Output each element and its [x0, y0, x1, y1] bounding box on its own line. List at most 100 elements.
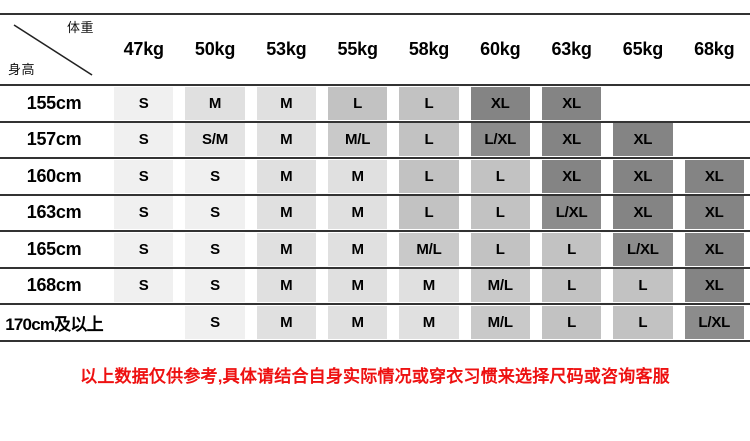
weight-column-header: 53kg — [250, 13, 322, 86]
size-value: S — [114, 159, 174, 193]
size-value: XL — [541, 123, 602, 157]
size-value — [613, 87, 672, 120]
size-cell: L — [607, 304, 679, 342]
disclaimer-note: 以上数据仅供参考,具体请结合自身实际情况或穿衣习惯来选择尺码或咨询客服 — [80, 367, 670, 386]
size-value: S — [185, 196, 245, 230]
size-value: XL — [684, 159, 744, 193]
weight-column-header: 55kg — [321, 13, 394, 86]
size-value: L — [399, 86, 459, 120]
size-value: M — [256, 196, 316, 230]
size-cell: XL — [535, 85, 608, 123]
size-cell: S — [179, 158, 251, 196]
size-cell: M/L — [393, 231, 465, 269]
size-value: L — [613, 305, 673, 339]
size-value: M/L — [470, 269, 530, 303]
size-cell: M — [393, 267, 465, 305]
size-cell: M — [179, 85, 251, 123]
size-cell: XL — [535, 158, 608, 196]
table-row: 155cm S M M L L XL XL — [0, 85, 750, 123]
size-cell: L — [607, 267, 679, 305]
size-value: M — [327, 196, 388, 230]
size-cell: S — [179, 267, 251, 305]
size-cell: S — [108, 85, 180, 123]
size-cell: M — [321, 194, 394, 232]
size-value: XL — [684, 196, 744, 230]
size-value: L — [327, 86, 388, 120]
weight-column-header: 68kg — [678, 13, 750, 86]
height-label-cell: 155cm — [0, 85, 109, 123]
size-value: S — [185, 305, 245, 339]
size-cell: S/M — [179, 121, 251, 159]
size-value: L/XL — [684, 305, 744, 339]
corner-height-label: 身高 — [8, 62, 36, 77]
size-cell: S — [108, 121, 180, 159]
size-cell: XL — [464, 85, 536, 123]
size-value: L/XL — [613, 232, 673, 266]
size-value: M — [185, 86, 245, 120]
size-cell: M — [250, 231, 322, 269]
size-cell: M — [250, 194, 322, 232]
height-label-cell: 163cm — [0, 194, 109, 232]
size-value: M — [327, 232, 388, 266]
size-cell: S — [108, 158, 180, 196]
size-cell: S — [108, 231, 180, 269]
size-value: L — [470, 196, 530, 230]
size-cell-empty — [678, 85, 750, 123]
weight-column-header: 65kg — [607, 13, 679, 86]
size-value: S — [114, 232, 174, 266]
size-value: M/L — [399, 232, 459, 266]
diagonal-divider-icon — [13, 24, 93, 76]
size-chart-table: 体重 身高 47kg 50kg 53kg 55kg 58kg 60kg 63kg… — [0, 13, 750, 342]
size-value: M — [256, 86, 316, 120]
size-cell: S — [179, 231, 251, 269]
size-cell: L — [393, 158, 465, 196]
size-value: XL — [613, 123, 673, 157]
size-value: L — [399, 123, 459, 157]
size-value: XL — [684, 269, 744, 303]
size-cell: XL — [678, 267, 750, 305]
table-body: 155cm S M M L L XL XL 157cm S S/M M M/L L L/XL XL XL 160c… — [0, 85, 750, 342]
height-label-cell: 157cm — [0, 121, 109, 159]
table-row: 160cm S S M M L L XL XL XL — [0, 158, 750, 196]
size-cell: XL — [678, 158, 750, 196]
size-cell: M — [250, 267, 322, 305]
size-cell: L — [464, 194, 536, 232]
size-cell: M — [250, 158, 322, 196]
size-cell: L/XL — [464, 121, 536, 159]
size-value: L — [399, 159, 459, 193]
weight-column-header: 60kg — [464, 13, 536, 86]
size-value: M — [327, 159, 388, 193]
size-cell: L/XL — [535, 194, 608, 232]
size-cell: L — [393, 194, 465, 232]
size-cell: M/L — [464, 304, 536, 342]
size-value — [114, 306, 173, 339]
size-cell: L — [464, 231, 536, 269]
corner-header-cell: 体重 身高 — [0, 13, 109, 86]
size-value: L — [470, 232, 530, 266]
size-value: S — [185, 232, 245, 266]
size-value: M/L — [327, 123, 388, 157]
table-row: 163cm S S M M L L L/XL XL XL — [0, 194, 750, 232]
size-cell: M — [321, 267, 394, 305]
size-cell: M — [321, 158, 394, 196]
size-cell: S — [108, 194, 180, 232]
size-value: XL — [684, 232, 744, 266]
size-value: M — [256, 123, 316, 157]
size-value: XL — [541, 159, 602, 193]
size-value: S — [114, 196, 174, 230]
size-cell: L — [464, 158, 536, 196]
size-cell-empty — [678, 121, 750, 159]
size-value: L — [613, 269, 673, 303]
size-value: S — [185, 269, 245, 303]
size-value: M — [327, 305, 388, 339]
size-value: M — [256, 159, 316, 193]
size-cell: S — [179, 304, 251, 342]
weight-column-header: 50kg — [179, 13, 251, 86]
table-row: 168cm S S M M M M/L L L XL — [0, 267, 750, 305]
size-value: L/XL — [470, 123, 530, 157]
size-value: M — [256, 232, 316, 266]
size-value — [685, 87, 744, 120]
height-label-cell: 168cm — [0, 267, 109, 305]
size-cell-empty — [607, 85, 679, 123]
